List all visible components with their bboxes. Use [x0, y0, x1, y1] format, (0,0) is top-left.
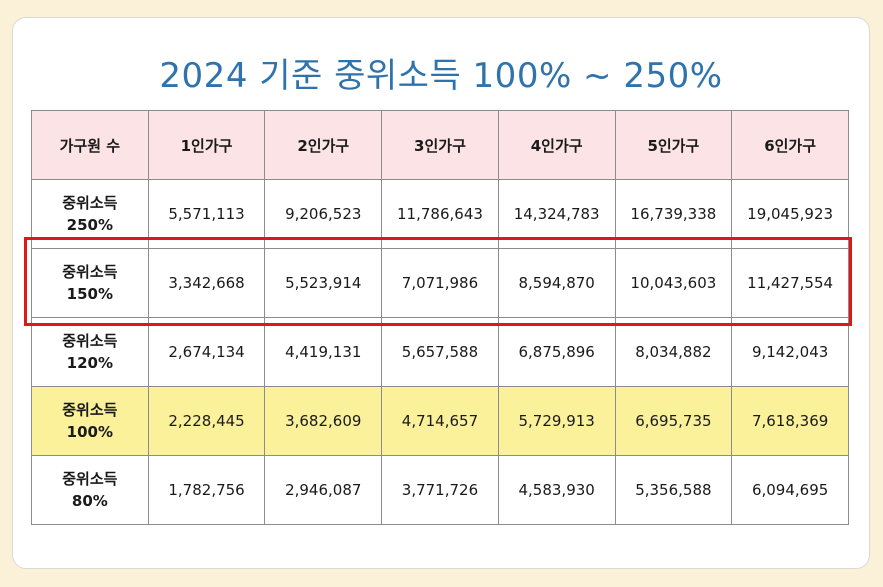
row-label: 중위소득 100% [31, 386, 149, 456]
cell-value: 5,356,588 [614, 455, 733, 525]
cell-value: 4,583,930 [497, 455, 616, 525]
row-label-percent: 120% [66, 354, 114, 372]
cell-value: 5,729,913 [497, 386, 616, 456]
cell-value: 19,045,923 [731, 179, 849, 249]
cell-value: 5,657,588 [381, 317, 499, 387]
row-label: 중위소득 80% [31, 455, 149, 525]
cell-value: 7,071,986 [381, 248, 499, 318]
cell-value: 2,946,087 [264, 455, 383, 525]
row-label-percent: 250% [66, 216, 114, 234]
table-row-120: 중위소득 120% 2,674,134 4,419,131 5,657,588 … [31, 317, 849, 387]
cell-value: 11,427,554 [731, 248, 849, 318]
row-label-text: 중위소득 [62, 332, 118, 350]
cell-value: 4,714,657 [381, 386, 499, 456]
header-5-person: 5인가구 [614, 110, 733, 180]
page-title: 2024 기준 중위소득 100% ~ 250% [159, 56, 723, 96]
row-label-percent: 100% [66, 423, 114, 441]
cell-value: 9,206,523 [264, 179, 383, 249]
row-label-text: 중위소득 [62, 401, 118, 419]
median-income-table: 가구원 수 1인가구 2인가구 3인가구 4인가구 5인가구 6인가구 중위소득… [31, 110, 849, 525]
cell-value: 3,682,609 [264, 386, 383, 456]
cell-value: 6,695,735 [614, 386, 733, 456]
table-row-80: 중위소득 80% 1,782,756 2,946,087 3,771,726 4… [31, 455, 849, 525]
table-row-100: 중위소득 100% 2,228,445 3,682,609 4,714,657 … [31, 386, 849, 456]
row-label-percent: 150% [66, 285, 114, 303]
cell-value: 5,523,914 [264, 248, 383, 318]
row-label: 중위소득 150% [31, 248, 149, 318]
header-3-person: 3인가구 [381, 110, 499, 180]
cell-value: 7,618,369 [731, 386, 849, 456]
cell-value: 3,771,726 [381, 455, 499, 525]
cell-value: 5,571,113 [147, 179, 266, 249]
cell-value: 3,342,668 [147, 248, 266, 318]
cell-value: 11,786,643 [381, 179, 499, 249]
content-card: 2024 기준 중위소득 100% ~ 250% 가구원 수 1인가구 2인가구… [12, 17, 870, 569]
row-label-text: 중위소득 [62, 194, 118, 212]
row-label: 중위소득 120% [31, 317, 149, 387]
cell-value: 4,419,131 [264, 317, 383, 387]
cell-value: 1,782,756 [147, 455, 266, 525]
row-label-text: 중위소득 [62, 470, 118, 488]
cell-value: 8,594,870 [497, 248, 616, 318]
header-6-person: 6인가구 [731, 110, 849, 180]
header-1-person: 1인가구 [147, 110, 266, 180]
header-household-size: 가구원 수 [31, 110, 149, 180]
row-label-percent: 80% [71, 492, 108, 510]
cell-value: 9,142,043 [731, 317, 849, 387]
cell-value: 14,324,783 [497, 179, 616, 249]
table-header-row: 가구원 수 1인가구 2인가구 3인가구 4인가구 5인가구 6인가구 [31, 110, 849, 180]
header-4-person: 4인가구 [497, 110, 616, 180]
cell-value: 2,228,445 [147, 386, 266, 456]
cell-value: 2,674,134 [147, 317, 266, 387]
cell-value: 6,094,695 [731, 455, 849, 525]
cell-value: 10,043,603 [614, 248, 733, 318]
cell-value: 8,034,882 [614, 317, 733, 387]
table-row-250: 중위소득 250% 5,571,113 9,206,523 11,786,643… [31, 179, 849, 249]
table-row-150: 중위소득 150% 3,342,668 5,523,914 7,071,986 … [31, 248, 849, 318]
cell-value: 6,875,896 [497, 317, 616, 387]
row-label-text: 중위소득 [62, 263, 118, 281]
cell-value: 16,739,338 [614, 179, 733, 249]
header-2-person: 2인가구 [264, 110, 383, 180]
row-label: 중위소득 250% [31, 179, 149, 249]
